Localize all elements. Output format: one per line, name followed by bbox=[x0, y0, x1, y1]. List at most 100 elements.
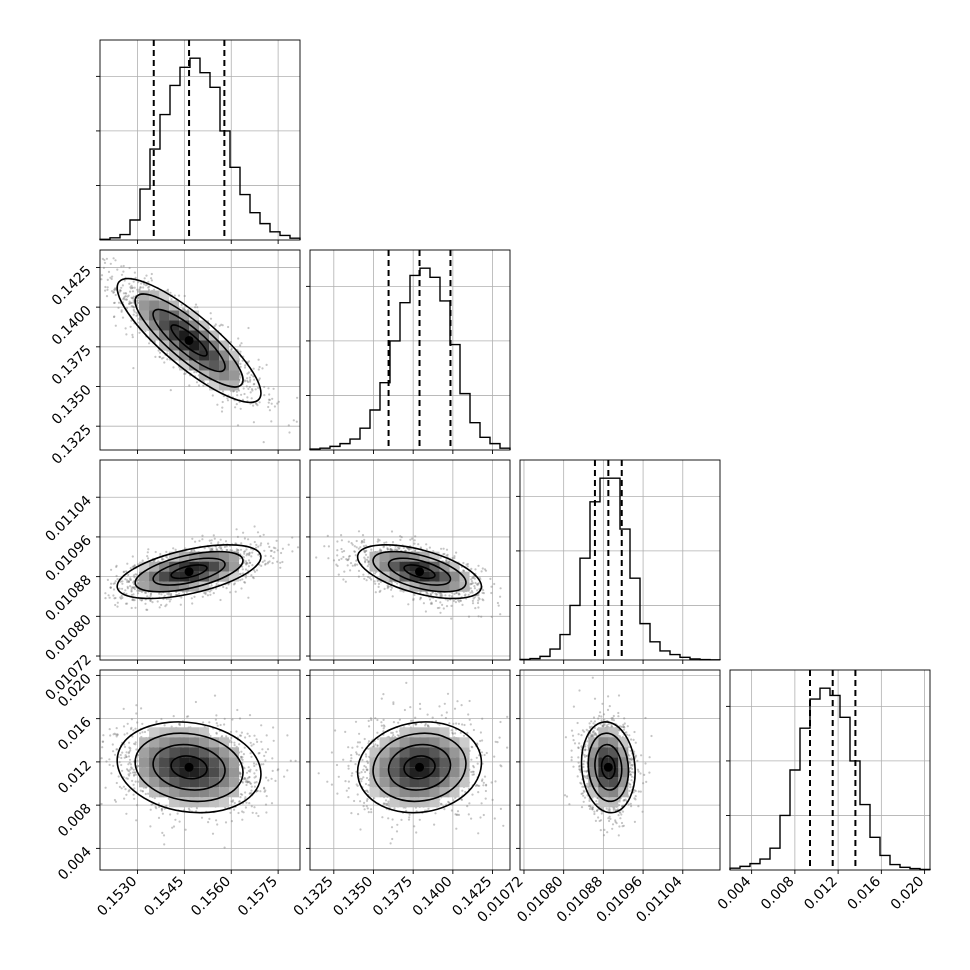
scatter-point bbox=[210, 548, 214, 551]
scatter-point bbox=[366, 556, 370, 559]
scatter-point bbox=[122, 297, 125, 300]
scatter-point bbox=[120, 286, 123, 289]
scatter-point bbox=[327, 545, 330, 548]
scatter-point bbox=[327, 557, 330, 560]
scatter-point bbox=[263, 549, 266, 552]
scatter-point bbox=[291, 536, 294, 539]
scatter-point bbox=[125, 592, 128, 595]
scatter-point bbox=[223, 545, 226, 549]
scatter-point bbox=[129, 585, 132, 588]
scatter-point bbox=[264, 759, 267, 762]
scatter-point bbox=[351, 564, 354, 567]
scatter-point bbox=[243, 379, 246, 382]
scatter-point bbox=[244, 380, 247, 383]
scatter-point bbox=[350, 542, 353, 545]
scatter-point bbox=[249, 391, 252, 394]
scatter-point bbox=[184, 372, 187, 375]
scatter-point bbox=[477, 564, 480, 567]
scatter-point bbox=[114, 580, 117, 583]
scatter-point bbox=[130, 589, 133, 593]
scatter-point bbox=[253, 570, 257, 573]
scatter-point bbox=[251, 389, 254, 392]
scatter-point bbox=[198, 539, 201, 543]
scatter-point bbox=[125, 570, 128, 573]
scatter-point bbox=[132, 586, 135, 589]
scatter-point bbox=[154, 355, 157, 358]
scatter-point bbox=[361, 534, 365, 537]
scatter-point bbox=[444, 594, 447, 597]
scatter-point bbox=[247, 559, 251, 562]
scatter-point bbox=[133, 564, 136, 567]
scatter-point bbox=[466, 562, 469, 566]
scatter-point bbox=[162, 356, 165, 359]
scatter-point bbox=[266, 748, 270, 751]
scatter-point bbox=[343, 570, 346, 573]
scatter-point bbox=[240, 342, 243, 345]
scatter-point bbox=[268, 393, 271, 396]
scatter-point bbox=[232, 390, 235, 393]
scatter-point bbox=[247, 596, 250, 599]
scatter-point bbox=[254, 388, 257, 391]
density-cell bbox=[199, 340, 210, 351]
scatter-point bbox=[249, 561, 252, 564]
scatter-point bbox=[133, 286, 136, 289]
scatter-point bbox=[191, 537, 194, 540]
scatter-point bbox=[194, 540, 197, 543]
scatter-point bbox=[357, 530, 361, 533]
scatter-point bbox=[439, 611, 442, 614]
scatter-point bbox=[363, 538, 366, 542]
scatter-point bbox=[208, 539, 211, 542]
scatter-point bbox=[215, 731, 218, 735]
scatter-point bbox=[361, 540, 364, 543]
scatter-point bbox=[452, 599, 455, 603]
scatter-point bbox=[110, 290, 114, 293]
scatter-point bbox=[210, 539, 213, 542]
scatter-point bbox=[425, 548, 428, 551]
scatter-point bbox=[192, 548, 196, 552]
scatter-point bbox=[130, 606, 133, 610]
scatter-point bbox=[201, 538, 204, 541]
scatter-point bbox=[188, 384, 191, 387]
scatter-point bbox=[136, 299, 140, 302]
scatter-point bbox=[442, 547, 445, 550]
scatter-point bbox=[248, 385, 251, 389]
scatter-point bbox=[342, 555, 345, 559]
scatter-point bbox=[399, 538, 402, 542]
scatter-point bbox=[247, 380, 250, 384]
scatter-point bbox=[340, 547, 343, 551]
scatter-point bbox=[121, 582, 124, 585]
scatter-point bbox=[165, 550, 168, 554]
scatter-point bbox=[143, 277, 146, 280]
scatter-point bbox=[161, 812, 164, 815]
scatter-point bbox=[125, 298, 128, 301]
scatter-point bbox=[269, 549, 272, 552]
scatter-point bbox=[239, 548, 243, 551]
scatter-point bbox=[167, 593, 171, 596]
scatter-point bbox=[234, 406, 237, 409]
scatter-point bbox=[235, 403, 238, 406]
scatter-point bbox=[194, 306, 197, 309]
scatter-point bbox=[220, 410, 224, 413]
scatter-point bbox=[216, 403, 219, 406]
scatter-point bbox=[370, 578, 373, 581]
scatter-point bbox=[217, 541, 220, 544]
scatter-point bbox=[276, 549, 279, 552]
scatter-point bbox=[121, 580, 124, 583]
scatter-point bbox=[281, 547, 284, 550]
scatter-point bbox=[129, 567, 132, 570]
scatter-point bbox=[160, 593, 163, 596]
scatter-point bbox=[466, 565, 469, 568]
scatter-point bbox=[255, 546, 258, 549]
scatter-point bbox=[442, 553, 445, 556]
scatter-point bbox=[112, 582, 115, 585]
scatter-point bbox=[343, 549, 346, 553]
scatter-point bbox=[147, 557, 150, 560]
scatter-point bbox=[340, 539, 343, 542]
scatter-point bbox=[137, 281, 140, 284]
scatter-point bbox=[109, 586, 112, 589]
scatter-point bbox=[168, 591, 171, 594]
scatter-point bbox=[279, 561, 282, 564]
scatter-point bbox=[131, 333, 134, 336]
scatter-point bbox=[235, 528, 238, 531]
scatter-point bbox=[255, 543, 258, 547]
